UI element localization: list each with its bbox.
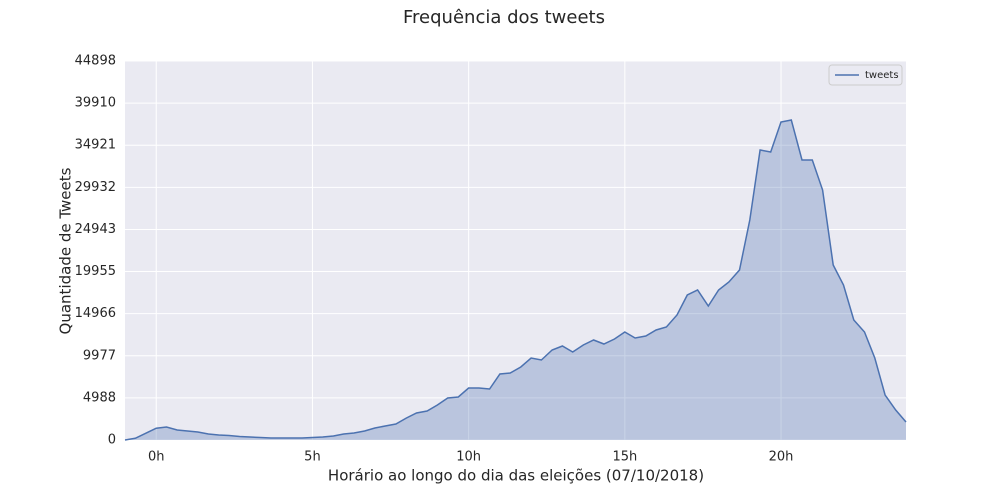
x-axis-label: Horário ao longo do dia das eleições (07… bbox=[328, 467, 704, 485]
plot-area bbox=[125, 61, 906, 440]
y-tick-label: 14966 bbox=[75, 306, 116, 321]
line bbox=[124, 119, 907, 441]
y-tick-label: 19955 bbox=[75, 264, 116, 279]
y-tick-label: 44898 bbox=[75, 54, 116, 69]
legend-box bbox=[828, 64, 903, 86]
x-tick-label: 10h bbox=[456, 450, 481, 465]
x-tick-label: 20h bbox=[769, 450, 794, 465]
y-tick-label: 4988 bbox=[83, 390, 116, 405]
y-tick-label: 39910 bbox=[75, 96, 116, 111]
x-tick-label: 15h bbox=[612, 450, 637, 465]
y-tick-label: 34921 bbox=[75, 138, 116, 153]
y-tick-label: 24943 bbox=[75, 222, 116, 237]
y-tick-label: 29932 bbox=[75, 180, 116, 195]
chart-title: Frequência dos tweets bbox=[403, 7, 605, 28]
x-tick-label: 5h bbox=[304, 450, 321, 465]
x-tick-label: 0h bbox=[148, 450, 165, 465]
legend-label: tweets bbox=[865, 70, 899, 81]
y-tick-label: 0 bbox=[108, 433, 116, 448]
y-axis-label: Quantidade de Tweets bbox=[57, 167, 75, 334]
area-fill bbox=[125, 120, 906, 440]
y-tick-label: 9977 bbox=[83, 348, 116, 363]
